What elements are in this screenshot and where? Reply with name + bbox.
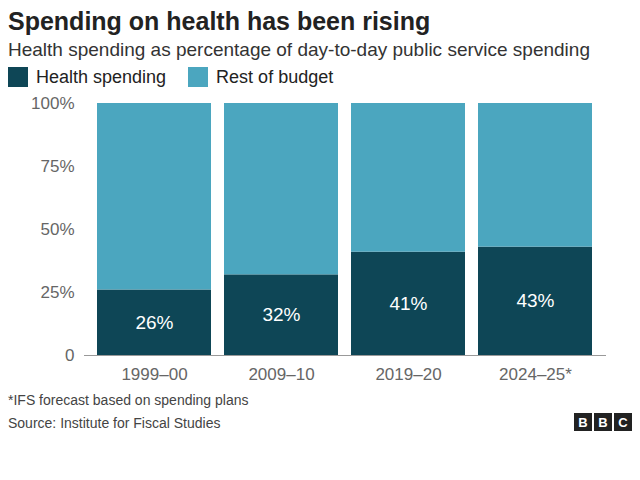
html-text:Health spending: Health spending (36, 67, 167, 87)
html-text:Spending on health has been ri: Spending on health has been rising (8, 7, 431, 35)
html-text:Source: Institute for Fiscal S: Source: Institute for Fiscal Studies (8, 415, 221, 431)
svg-text:32%: 32% (262, 304, 300, 325)
svg-text:43%: 43% (516, 290, 554, 311)
html-text:B: B (578, 414, 588, 430)
svg-text:25%: 25% (40, 283, 74, 302)
svg-text:41%: 41% (389, 293, 427, 314)
html-text:*IFS forecast based on spendin: *IFS forecast based on spending plans (8, 392, 249, 408)
html-text:C: C (618, 414, 628, 430)
svg-text:50%: 50% (40, 220, 74, 239)
svg-text:2024–25*: 2024–25* (499, 365, 572, 384)
svg-text:100%: 100% (31, 94, 74, 113)
html-text:Health spending as percentage: Health spending as percentage of day-to-… (8, 39, 590, 60)
svg-text:1999–00: 1999–00 (121, 365, 187, 384)
svg-text:75%: 75% (40, 157, 74, 176)
svg-text:2019–20: 2019–20 (375, 365, 441, 384)
html-text:Rest of budget: Rest of budget (216, 67, 334, 87)
svg-text:2009–10: 2009–10 (248, 365, 314, 384)
html-text:B: B (598, 414, 608, 430)
svg-text:26%: 26% (135, 312, 173, 333)
svg-text:0: 0 (65, 346, 74, 365)
